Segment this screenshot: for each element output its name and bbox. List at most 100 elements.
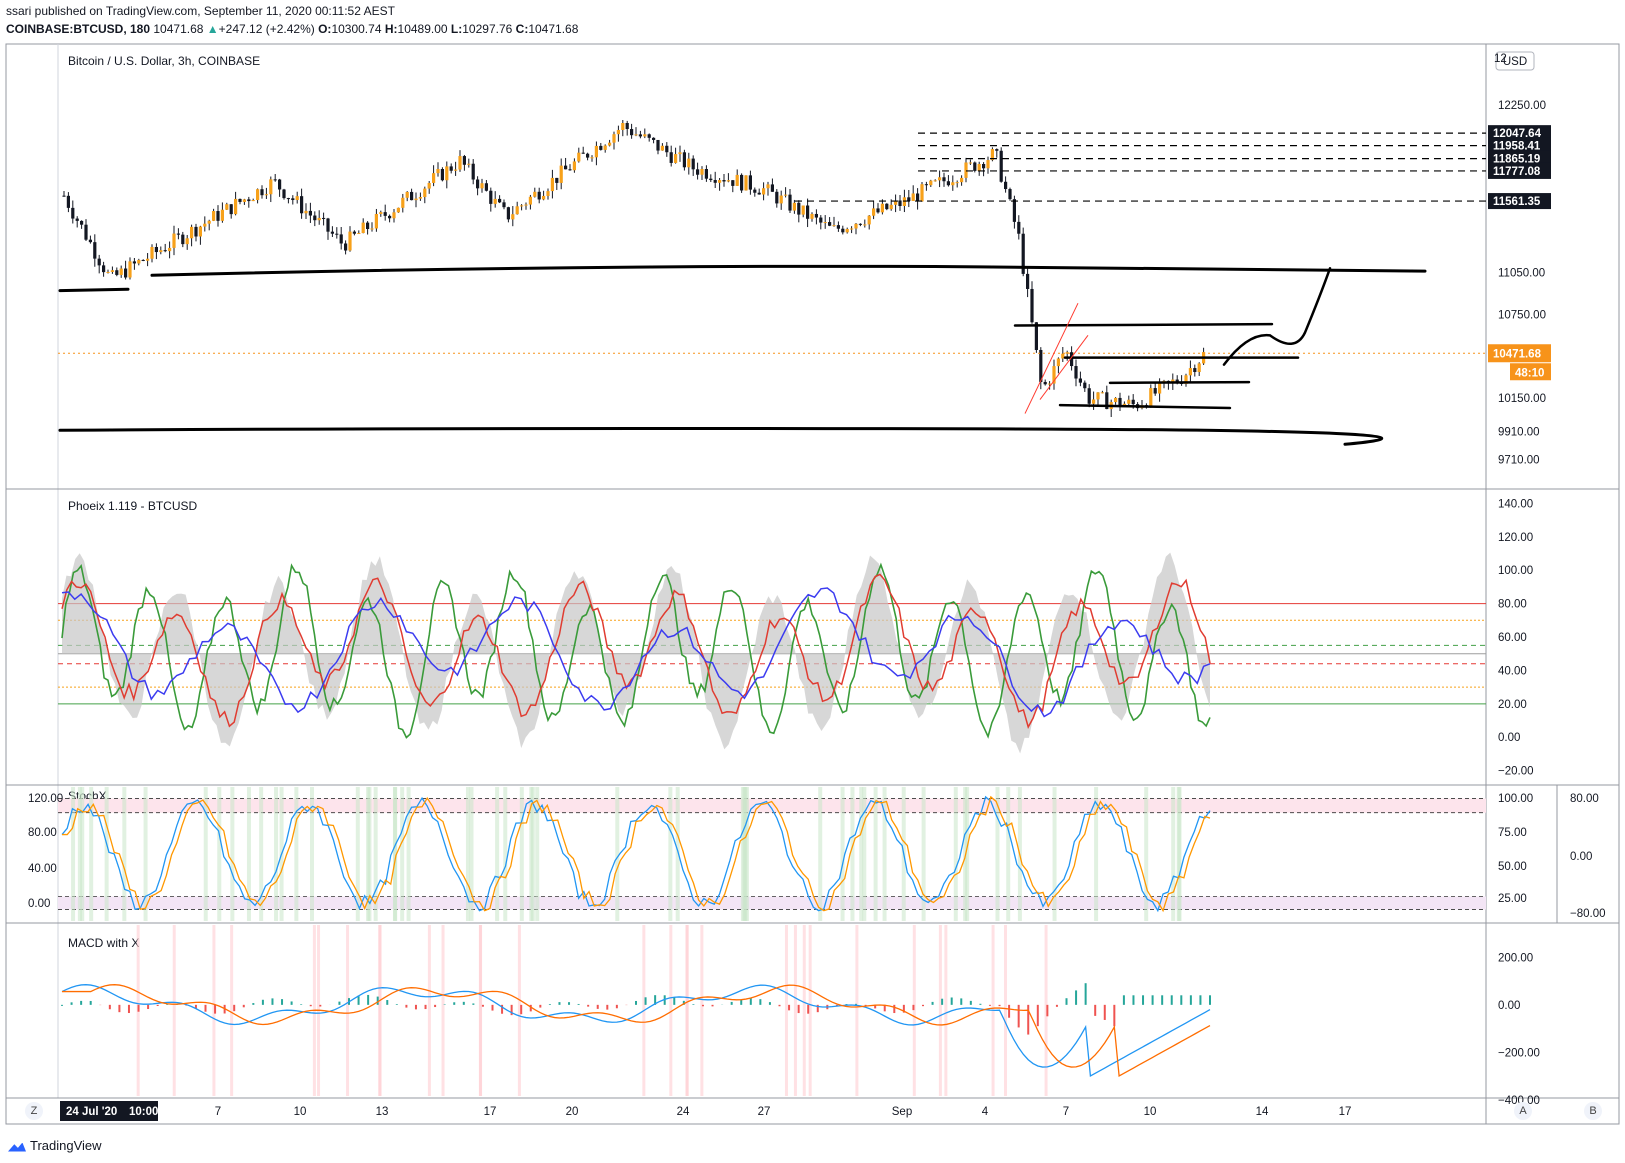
macd-histogram-bar (635, 1000, 637, 1005)
level-label-box (1488, 162, 1551, 179)
candle-body (951, 182, 955, 186)
stoch-signal-bar (355, 787, 360, 921)
candle-body (586, 153, 590, 158)
candle-body (770, 184, 774, 192)
projection-path[interactable] (1222, 267, 1332, 366)
candle-body (1074, 366, 1078, 379)
time-tick-label: 10 (1144, 1106, 1157, 1118)
candle-body (1065, 352, 1069, 354)
support-curve[interactable] (58, 426, 1384, 446)
stoch-signal-bar (742, 787, 747, 921)
candle-body (286, 198, 290, 200)
last-price-value: 10471.68 (153, 22, 204, 36)
stoch-signal-bar (965, 787, 970, 921)
macd-histogram-bar (510, 1004, 513, 1016)
candle-body (559, 165, 563, 183)
candle-body (370, 228, 374, 230)
macd-histogram-bar (1075, 990, 1078, 1005)
stoch-signal-bar (373, 787, 378, 921)
candle-body (1131, 399, 1135, 405)
candle-body (911, 193, 915, 201)
phoenix-pane-title: Phoeix 1.119 - BTCUSD (68, 499, 197, 513)
low-value: 10297.76 (462, 22, 513, 36)
macd-histogram-bar (481, 1004, 484, 1007)
stoch-signal-bar (274, 787, 279, 921)
macd-signal-bar (441, 925, 445, 1096)
time-tick-label: 10 (294, 1106, 307, 1118)
tradingview-logo-icon (8, 1139, 26, 1153)
candle-body (863, 224, 867, 226)
level-label: 11561.35 (1493, 196, 1541, 208)
macd-histogram-bar (845, 1004, 848, 1005)
trendline-drawing[interactable] (58, 287, 130, 293)
open-label: O: (318, 22, 332, 36)
candle-body (1012, 199, 1016, 222)
range-line-mid2[interactable] (1108, 380, 1251, 385)
time-tick-label: 20 (566, 1106, 579, 1118)
candle-body (885, 203, 889, 210)
close-value: 10471.68 (528, 22, 579, 36)
zoom-button[interactable]: Z (25, 1102, 43, 1120)
range-line-upper[interactable] (1013, 322, 1274, 327)
candle-body (766, 184, 770, 189)
candle-body (608, 142, 612, 146)
macd-signal-bar (912, 925, 916, 1096)
scale-b-button[interactable]: B (1584, 1102, 1602, 1120)
candle-body (524, 204, 528, 206)
last-price-box (1488, 344, 1551, 363)
macd-signal-bar (802, 925, 806, 1096)
stoch-signal-bar (77, 787, 82, 921)
candle-body (405, 191, 409, 198)
macd-pane-title: MACD with X (68, 936, 139, 950)
stoch-signal-bar (495, 787, 500, 921)
macd-histogram-bar (118, 1004, 121, 1013)
candle-body (889, 204, 893, 210)
macd-histogram-bar (931, 1001, 934, 1005)
candle-body (744, 175, 748, 191)
candle-body (436, 169, 440, 174)
candle-body (876, 208, 880, 213)
candle-body (788, 194, 792, 211)
auto-scale-button[interactable]: A (1514, 1102, 1532, 1120)
candle-body (616, 129, 620, 135)
candle-body (555, 177, 559, 183)
candle-body (207, 220, 211, 224)
macd-histogram-bar (319, 1004, 322, 1007)
range-line-low[interactable] (1058, 403, 1232, 410)
stoch-signal-bar (143, 787, 148, 921)
channel-line-red[interactable] (1039, 335, 1089, 400)
price-tick-label: 10750.00 (1498, 309, 1546, 321)
candle-body (110, 270, 114, 272)
macd-histogram-bar (434, 1004, 437, 1008)
candle-body (669, 152, 673, 163)
candle-body (968, 162, 972, 164)
candle-body (418, 197, 422, 199)
candle-body (577, 152, 581, 162)
macd-signal-bar (793, 925, 797, 1096)
candle-body (1008, 189, 1012, 200)
candle-body (75, 218, 79, 221)
macd-histogram-bar (252, 1003, 255, 1005)
candle-body (735, 174, 739, 186)
tradingview-logo[interactable]: TradingView (8, 1138, 102, 1153)
candle-body (753, 189, 757, 193)
support-resistance-curve[interactable] (150, 264, 1427, 277)
candle-body (229, 204, 233, 215)
currency-badge[interactable] (1495, 51, 1535, 71)
macd-histogram-bar (405, 1004, 408, 1008)
macd-histogram-bar (338, 1001, 341, 1005)
level-label: 11958.41 (1493, 141, 1541, 153)
candle-body (484, 183, 488, 191)
candle-body (920, 184, 924, 202)
candle-body (634, 134, 638, 136)
candle-body (172, 233, 176, 248)
stoch-signal-bar (882, 787, 887, 921)
channel-line-red[interactable] (1024, 302, 1079, 414)
stoch-signal-bar (406, 787, 411, 921)
candle-body (581, 152, 585, 154)
macd-histogram-bar (855, 1003, 858, 1005)
candle-body (990, 149, 994, 161)
stoch-signal-bar (80, 787, 85, 921)
macd-histogram-bar (281, 999, 284, 1005)
